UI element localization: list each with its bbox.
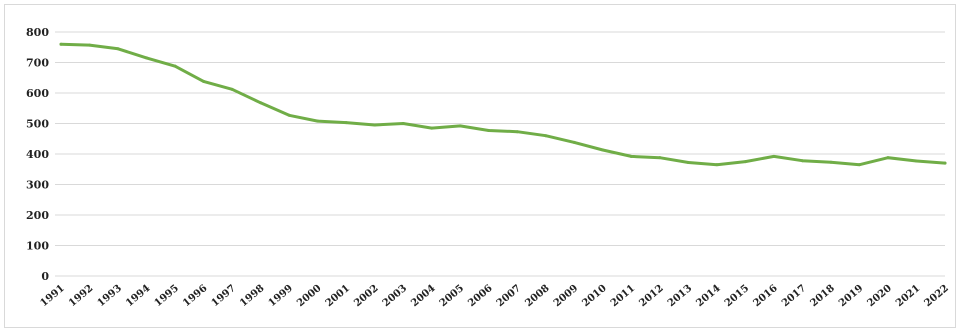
data-point [601, 148, 605, 152]
data-point [145, 56, 149, 60]
data-point [800, 159, 804, 163]
gridlines [55, 31, 945, 277]
x-tick-label: 1998 [238, 283, 266, 309]
x-tick-label: 1997 [210, 283, 238, 309]
y-tick-label: 100 [26, 240, 49, 253]
data-point [772, 154, 776, 158]
x-tick-label: 2007 [495, 283, 523, 309]
x-tick-label: 1995 [153, 283, 181, 309]
data-point [401, 122, 405, 125]
x-tick-label: 2019 [837, 283, 865, 309]
x-axis-ticks: 1991 1992 1993 1994 1995 1996 1997 1998 1999 2000… [39, 283, 951, 309]
data-point [572, 140, 576, 144]
data-point [316, 119, 320, 123]
x-tick-label: 1993 [96, 283, 124, 309]
y-tick-label: 400 [26, 148, 49, 161]
data-point [686, 161, 690, 165]
x-tick-label: 2002 [352, 283, 380, 309]
x-tick-label: 2003 [381, 283, 409, 309]
data-point [943, 161, 947, 165]
data-point [629, 154, 633, 158]
x-tick-label: 2022 [923, 283, 951, 309]
y-tick-label: 0 [41, 270, 49, 283]
chart-frame: 0 100 200 300 400 500 600 700 800 1991 1992 1993 19… [4, 4, 956, 328]
data-point [116, 47, 120, 51]
y-tick-label: 800 [26, 26, 49, 39]
data-point [743, 160, 747, 164]
x-tick-label: 2011 [609, 283, 637, 309]
x-tick-label: 2001 [324, 283, 352, 309]
y-tick-label: 200 [26, 209, 49, 222]
x-tick-label: 2012 [637, 283, 665, 309]
data-point [430, 126, 434, 130]
x-tick-label: 2014 [694, 283, 722, 309]
x-tick-label: 1991 [39, 283, 67, 309]
x-tick-label: 2017 [780, 283, 808, 309]
y-tick-label: 600 [26, 87, 49, 100]
data-point [202, 79, 206, 83]
x-tick-label: 1994 [124, 283, 152, 309]
series-layer [59, 42, 947, 167]
x-tick-label: 2005 [438, 283, 466, 309]
x-tick-label: 2015 [723, 283, 751, 309]
data-point [344, 121, 348, 125]
y-tick-label: 500 [26, 118, 49, 131]
data-point [515, 130, 519, 134]
y-tick-label: 700 [26, 57, 49, 70]
x-tick-label: 1999 [267, 283, 295, 309]
data-point [857, 163, 861, 167]
data-point [715, 163, 719, 167]
data-point [914, 159, 918, 163]
data-point [658, 156, 662, 160]
data-point [287, 113, 291, 117]
x-tick-label: 2021 [894, 283, 922, 309]
y-tick-label: 300 [26, 179, 49, 192]
x-tick-label: 2013 [666, 283, 694, 309]
data-point [373, 123, 377, 127]
data-point [458, 124, 462, 128]
x-tick-label: 2016 [751, 283, 779, 309]
data-point [829, 160, 833, 164]
x-tick-label: 1992 [67, 283, 95, 309]
x-tick-label: 2010 [580, 283, 608, 309]
x-tick-label: 2009 [552, 283, 580, 309]
data-point [886, 156, 890, 160]
data-point [259, 101, 263, 105]
x-tick-label: 1996 [181, 283, 209, 309]
x-tick-label: 2008 [523, 283, 551, 309]
data-point [59, 42, 63, 46]
x-tick-label: 2000 [295, 283, 323, 309]
data-point [88, 43, 92, 47]
x-tick-label: 2020 [865, 283, 893, 309]
x-tick-label: 2004 [409, 283, 437, 309]
x-tick-label: 2018 [808, 283, 836, 309]
series-line-0 [59, 42, 947, 167]
data-point [173, 64, 177, 68]
x-tick-label: 2006 [466, 283, 494, 309]
data-point [230, 87, 234, 91]
data-point [487, 129, 491, 133]
data-point [544, 134, 548, 138]
y-axis-ticks: 0 100 200 300 400 500 600 700 800 [26, 26, 49, 283]
